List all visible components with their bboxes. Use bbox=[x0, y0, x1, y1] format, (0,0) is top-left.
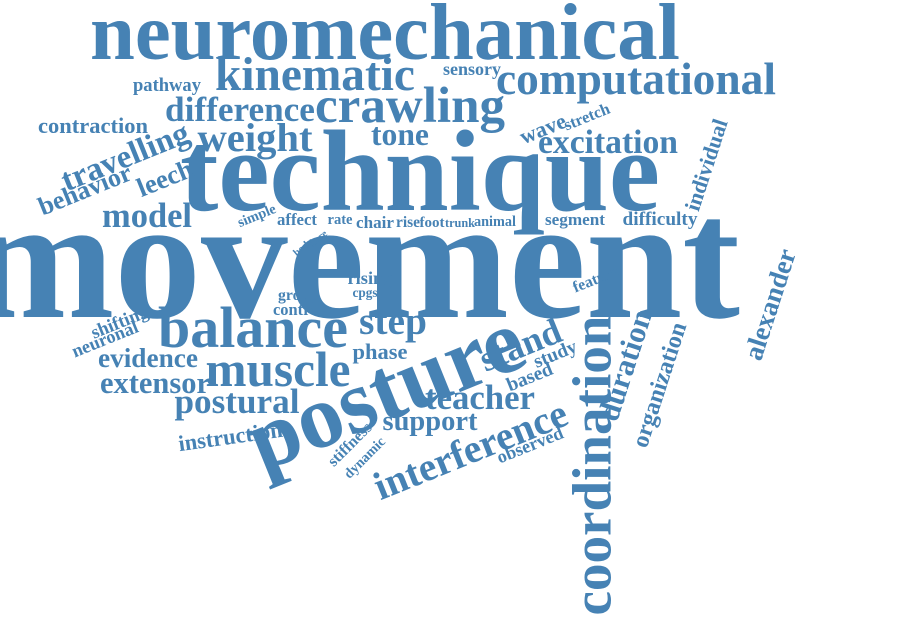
word-control: control bbox=[273, 299, 323, 319]
word-rate: rate bbox=[327, 211, 353, 228]
word-evidence: evidence bbox=[98, 343, 198, 374]
word-teacher: teacher bbox=[425, 377, 535, 417]
word-extensor: extensor bbox=[100, 365, 210, 400]
word-rise: rise bbox=[396, 214, 421, 232]
word-technique: technique bbox=[180, 107, 660, 236]
word-neuromechanical: neuromechanical bbox=[90, 0, 680, 77]
word-crawling: crawling bbox=[315, 77, 505, 134]
word-support: support bbox=[382, 405, 478, 437]
word-phase: phase bbox=[352, 338, 408, 364]
word-cpgs: cpgs bbox=[352, 285, 378, 301]
word-step: step bbox=[359, 299, 427, 344]
word-movement: movement bbox=[0, 164, 740, 356]
word-computational: computational bbox=[496, 54, 776, 105]
word-balance: balance bbox=[158, 295, 348, 360]
word-segment: segment bbox=[545, 210, 605, 230]
word-excitation: excitation bbox=[538, 124, 679, 162]
word-affect: affect bbox=[277, 209, 317, 229]
word-chair: chair bbox=[356, 212, 394, 232]
word-tone: tone bbox=[371, 117, 429, 153]
word-postural: postural bbox=[174, 382, 300, 422]
word-pathway: pathway bbox=[133, 74, 201, 96]
word-alexander: alexander bbox=[737, 245, 802, 365]
word-difference: difference bbox=[165, 90, 315, 130]
word-group: group bbox=[278, 287, 318, 305]
word-kinematic: kinematic bbox=[215, 49, 415, 102]
word-weight: weight bbox=[197, 114, 313, 160]
word-sensory: sensory bbox=[443, 59, 501, 79]
word-muscle: muscle bbox=[205, 342, 351, 398]
word-foot: foot bbox=[419, 214, 445, 231]
word-trunk: trunk bbox=[445, 215, 475, 230]
word-animal: animal bbox=[474, 213, 516, 230]
word-contraction: contraction bbox=[38, 112, 148, 138]
word-rising: rising bbox=[347, 267, 393, 288]
word-difficulty: difficulty bbox=[622, 209, 698, 231]
word-model: model bbox=[102, 196, 192, 235]
